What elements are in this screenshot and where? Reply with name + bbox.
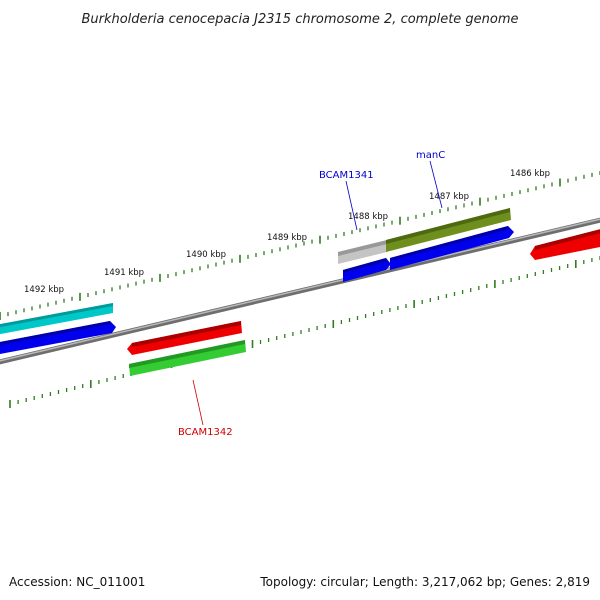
kbp-label-1491: 1491 kbp <box>104 268 144 278</box>
kbp-label-1488: 1488 kbp <box>348 212 388 222</box>
kbp-labels: 1492 kbp 1491 kbp 1490 kbp 1489 kbp 1488… <box>24 169 550 295</box>
accession-text: Accession: NC_011001 <box>9 575 145 589</box>
kbp-label-1486: 1486 kbp <box>510 169 550 179</box>
kbp-label-1489: 1489 kbp <box>267 233 307 243</box>
label-bcam1341[interactable]: BCAM1341 <box>319 170 374 181</box>
gene-blue-left[interactable] <box>0 321 116 355</box>
genome-summary-text: Topology: circular; Length: 3,217,062 bp… <box>259 575 590 589</box>
gene-blue-small[interactable] <box>343 258 391 282</box>
kbp-label-1487: 1487 kbp <box>429 192 469 202</box>
gene-manc[interactable] <box>386 208 511 252</box>
callout-manc: manC <box>416 150 445 209</box>
gene-blue-right[interactable] <box>390 226 514 270</box>
gene-cyan[interactable] <box>0 303 113 335</box>
outer-tick-track <box>0 171 600 320</box>
callout-bcam1341: BCAM1341 <box>319 170 374 231</box>
gene-red-lower[interactable] <box>127 321 242 355</box>
kbp-label-1490: 1490 kbp <box>186 250 226 260</box>
gene-bcam1342[interactable] <box>129 340 246 376</box>
gene-red-right[interactable] <box>530 228 600 260</box>
label-manc[interactable]: manC <box>416 150 445 161</box>
label-bcam1342[interactable]: BCAM1342 <box>178 427 233 438</box>
gene-bcam1341[interactable] <box>338 240 387 264</box>
kbp-label-1492: 1492 kbp <box>24 285 64 295</box>
callout-bcam1342: BCAM1342 <box>178 379 233 438</box>
map-title: Burkholderia cenocepacia J2315 chromosom… <box>81 12 518 27</box>
